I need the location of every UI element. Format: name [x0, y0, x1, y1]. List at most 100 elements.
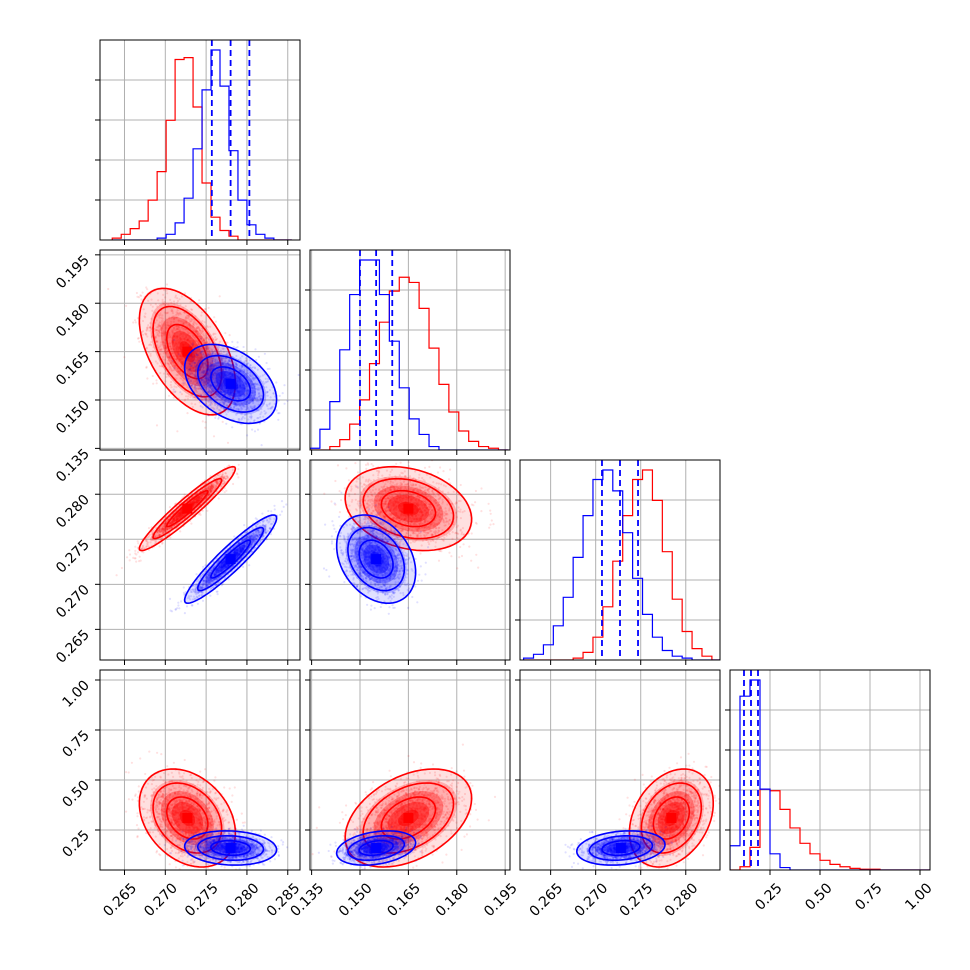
sample-point: [169, 348, 172, 351]
sample-point: [201, 329, 204, 332]
sample-point: [265, 361, 268, 365]
sample-point: [223, 393, 226, 396]
sample-point: [172, 369, 176, 372]
sample-point: [172, 331, 175, 334]
sample-point: [175, 373, 178, 376]
sample-point: [221, 371, 224, 374]
sample-point: [161, 319, 164, 322]
sample-point: [175, 358, 178, 361]
sample-point: [172, 328, 175, 331]
sample-point: [254, 348, 257, 351]
sample-point: [200, 337, 203, 340]
sample-point: [206, 384, 209, 387]
sample-point: [218, 369, 221, 372]
sample-point: [136, 551, 140, 554]
sample-point: [180, 295, 183, 298]
sample-point: [241, 385, 244, 389]
panel-2-0: [95, 459, 301, 665]
sample-point: [159, 324, 162, 327]
sample-point: [177, 314, 180, 317]
sample-point: [161, 332, 165, 335]
sample-point: [146, 377, 149, 380]
sample-point: [229, 364, 232, 367]
sample-point: [195, 363, 198, 366]
sample-point: [115, 574, 118, 577]
sample-point: [222, 374, 225, 377]
sample-point: [163, 331, 166, 335]
sample-point: [198, 371, 201, 374]
sample-point: [155, 340, 158, 343]
sample-point: [167, 324, 170, 327]
sample-point: [150, 340, 153, 344]
sample-point: [215, 371, 219, 374]
sample-point: [217, 368, 221, 371]
sample-point: [195, 352, 198, 355]
sample-point: [191, 369, 194, 372]
sample-point: [220, 411, 223, 414]
sample-point: [203, 374, 206, 378]
sample-point: [178, 298, 181, 301]
sample-point: [176, 343, 179, 346]
sample-point: [262, 415, 265, 418]
sample-point: [199, 373, 202, 376]
sample-point: [174, 342, 177, 345]
sample-point: [240, 378, 243, 381]
sample-point: [214, 332, 217, 335]
sample-point: [209, 363, 212, 366]
sample-point: [179, 313, 182, 316]
sample-point: [239, 385, 243, 388]
sample-point: [161, 325, 164, 328]
sample-point: [202, 366, 205, 369]
sample-point: [200, 314, 203, 317]
sample-point: [194, 330, 197, 333]
sample-point: [174, 342, 177, 345]
sample-point: [191, 405, 194, 409]
sample-point: [240, 369, 243, 372]
sample-point: [164, 345, 167, 348]
sample-point: [231, 340, 234, 343]
sample-point: [158, 330, 161, 333]
sample-point: [180, 333, 183, 336]
sample-point: [158, 324, 161, 327]
sample-point: [259, 387, 262, 390]
sample-point: [220, 389, 223, 392]
sample-point: [203, 342, 206, 345]
sample-point: [209, 349, 212, 352]
sample-point: [199, 369, 202, 372]
sample-point: [190, 379, 193, 382]
sample-point: [178, 311, 182, 315]
sample-point: [197, 326, 200, 329]
sample-point: [283, 402, 286, 405]
sample-point: [225, 374, 228, 377]
sample-point: [169, 345, 172, 348]
sample-point: [253, 397, 257, 400]
sample-point: [245, 392, 248, 395]
sample-point: [184, 398, 187, 401]
sample-point: [179, 337, 182, 340]
sample-point: [191, 325, 194, 328]
sample-point: [169, 361, 172, 364]
sample-point: [187, 365, 190, 368]
sample-point: [208, 386, 212, 389]
sample-point: [194, 389, 197, 392]
sample-point: [161, 365, 164, 368]
sample-point: [191, 362, 194, 365]
sample-point: [195, 323, 198, 326]
sample-point: [212, 374, 215, 377]
sample-point: [213, 363, 216, 366]
sample-point: [200, 337, 203, 340]
sample-point: [195, 327, 199, 330]
sample-point: [188, 340, 191, 344]
sample-point: [190, 522, 193, 525]
sample-point: [179, 359, 182, 363]
sample-point: [189, 362, 192, 366]
sample-point: [168, 365, 171, 368]
sample-point: [169, 609, 172, 612]
sample-point: [160, 327, 163, 330]
sample-point: [182, 367, 185, 370]
sample-point: [200, 365, 203, 368]
sample-point: [163, 346, 166, 349]
sample-point: [188, 324, 191, 327]
sample-point: [192, 341, 195, 344]
sample-point: [193, 386, 196, 389]
